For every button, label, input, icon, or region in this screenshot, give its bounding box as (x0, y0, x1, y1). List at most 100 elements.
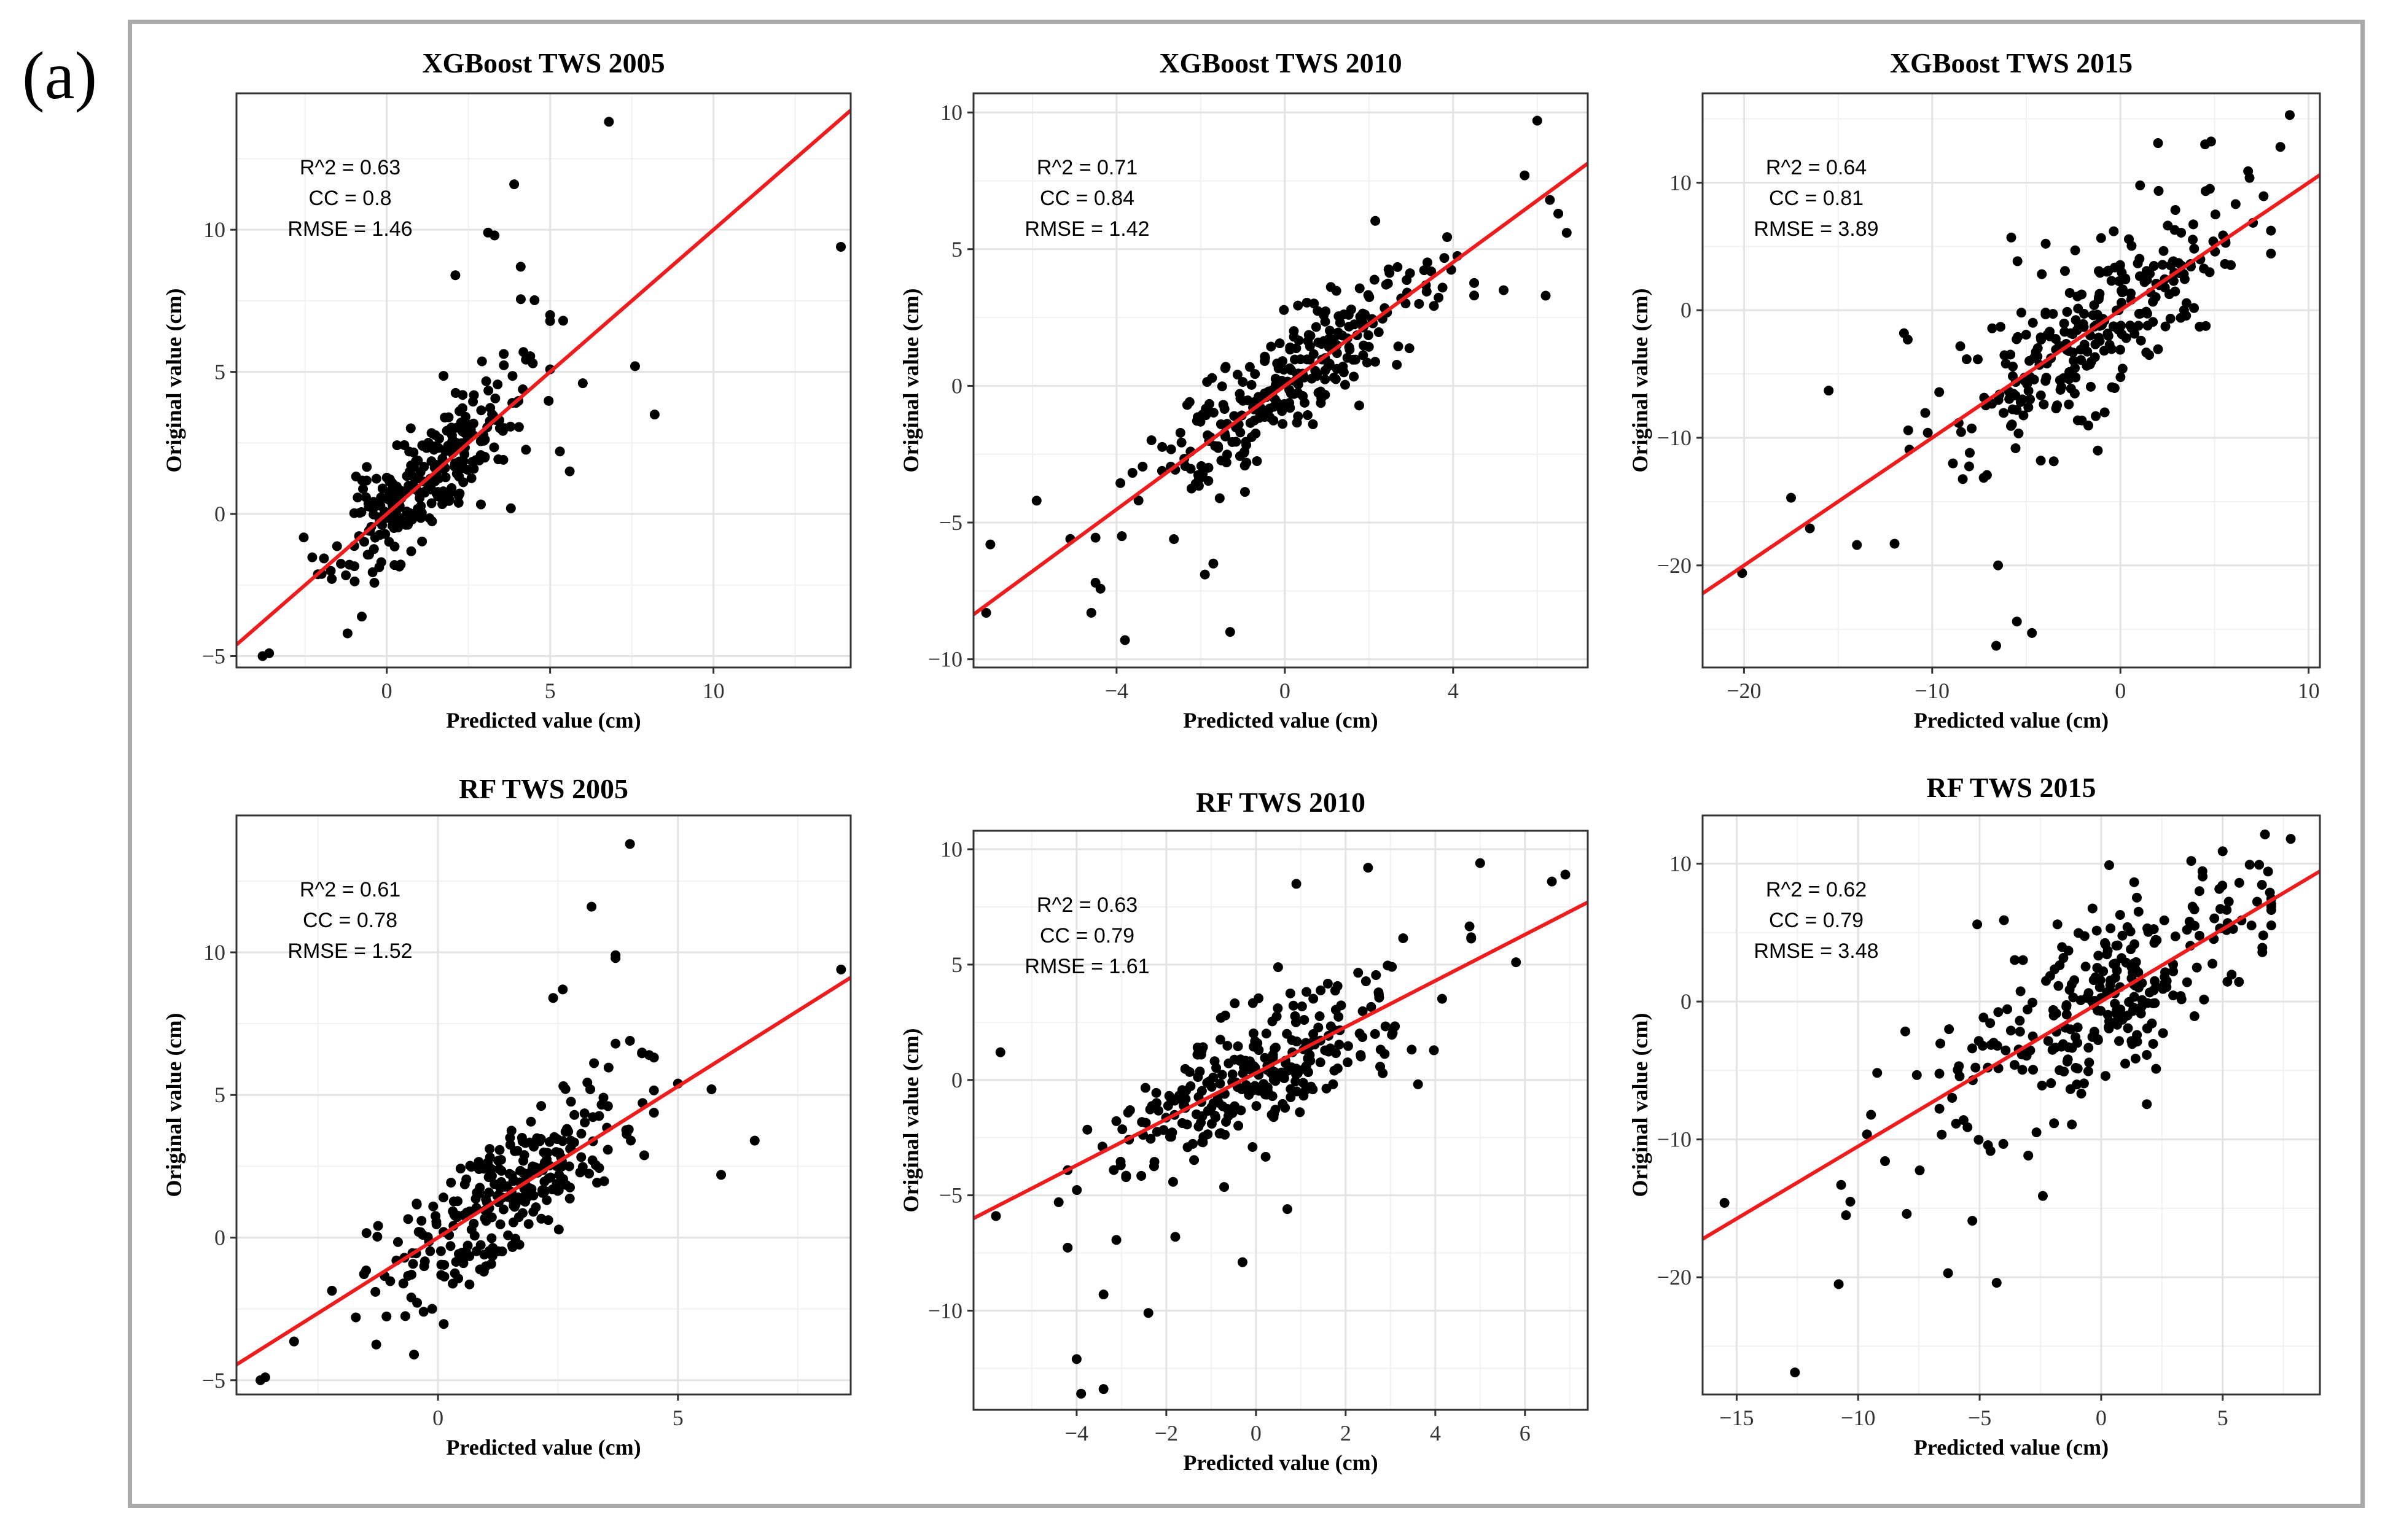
data-point (1211, 1063, 1222, 1073)
data-point (603, 1062, 614, 1073)
data-point (1208, 558, 1219, 569)
y-tick-label: −20 (1657, 1265, 1692, 1289)
data-point (623, 1124, 634, 1135)
data-point (2135, 180, 2145, 190)
data-point (260, 1372, 270, 1383)
data-point (496, 1176, 507, 1187)
data-point (580, 1118, 590, 1128)
data-point (1324, 359, 1335, 369)
data-point (377, 483, 388, 494)
y-tick-label: 5 (951, 237, 962, 262)
data-point (384, 476, 395, 487)
data-point (440, 472, 451, 483)
data-point (542, 1195, 552, 1205)
data-point (1499, 285, 1509, 295)
data-point (2018, 410, 2029, 421)
data-point (587, 901, 597, 912)
data-point (475, 499, 486, 510)
data-point (2052, 400, 2063, 411)
data-point (1210, 1110, 1220, 1121)
data-point (1241, 437, 1251, 447)
data-point (1109, 1165, 1119, 1175)
data-point (1442, 232, 1453, 243)
data-point (1373, 327, 1384, 337)
data-point (1951, 1118, 1961, 1129)
data-point (1961, 354, 1972, 365)
data-point (458, 463, 469, 473)
x-axis-label: Predicted value (cm) (1914, 708, 2109, 733)
data-point (1267, 1016, 1278, 1027)
data-point (1291, 1069, 1302, 1079)
data-point (1147, 1101, 1157, 1111)
data-point (477, 356, 487, 367)
data-point (611, 953, 621, 963)
data-point (1947, 1092, 1958, 1103)
data-point (1469, 278, 1480, 288)
data-point (1363, 863, 1373, 873)
y-tick-label: 10 (203, 940, 225, 965)
data-point (461, 1174, 472, 1184)
data-point (575, 1167, 585, 1178)
data-point (1238, 377, 1248, 387)
data-point (451, 469, 462, 479)
data-point (1370, 216, 1381, 226)
data-point (1217, 381, 1227, 392)
data-point (582, 1077, 593, 1087)
data-point (2132, 1036, 2142, 1047)
data-point (458, 390, 468, 400)
data-point (1268, 415, 1279, 426)
data-point (2188, 219, 2198, 230)
data-point (1251, 428, 1261, 438)
data-point (1358, 350, 1368, 360)
data-point (409, 1349, 420, 1359)
data-point (1852, 540, 1862, 550)
data-point (520, 1197, 531, 1207)
regression-line (974, 900, 1588, 1220)
data-point (405, 423, 416, 434)
data-point (505, 1140, 515, 1150)
data-point (1086, 607, 1096, 618)
data-point (2064, 374, 2074, 384)
data-point (2164, 289, 2174, 300)
data-point (445, 1241, 456, 1251)
data-point (544, 1137, 555, 1147)
data-point (1429, 1045, 1439, 1056)
data-point (439, 1319, 449, 1329)
y-axis-label: Original value (cm) (899, 289, 923, 473)
data-point (2110, 998, 2120, 1009)
data-point (1115, 478, 1126, 488)
data-point (2209, 913, 2220, 924)
data-point (649, 1108, 659, 1118)
data-point (1284, 398, 1295, 408)
data-point (2012, 256, 2023, 266)
data-point (450, 270, 461, 281)
data-point (2131, 892, 2142, 903)
data-point (357, 475, 367, 486)
x-tick-label: 0 (1251, 1421, 1262, 1445)
scatter-panel-3: −20 −10 0 10 −20 −10 0 10 XGBoost TWS 2015 Predic… (1628, 47, 2321, 733)
data-point (2170, 204, 2180, 215)
data-point (299, 532, 309, 543)
data-point (2220, 259, 2230, 269)
data-point (2023, 1150, 2034, 1161)
data-point (2169, 225, 2180, 235)
data-point (489, 442, 499, 453)
data-point (2064, 399, 2074, 410)
data-point (1216, 455, 1227, 465)
data-point (1320, 374, 1330, 384)
data-point (1790, 1367, 1800, 1378)
data-point (2088, 310, 2099, 321)
data-point (2112, 940, 2123, 951)
data-point (406, 1292, 416, 1302)
data-point (2192, 962, 2202, 973)
data-point (1422, 257, 1432, 268)
data-point (2031, 1127, 2042, 1138)
data-point (1373, 989, 1384, 1000)
data-point (1370, 1029, 1380, 1039)
data-point (2036, 390, 2046, 400)
data-point (425, 480, 435, 491)
x-axis-label: Predicted value (cm) (1183, 1450, 1378, 1475)
data-point (2230, 199, 2241, 209)
data-point (2149, 924, 2159, 935)
data-point (649, 410, 660, 420)
